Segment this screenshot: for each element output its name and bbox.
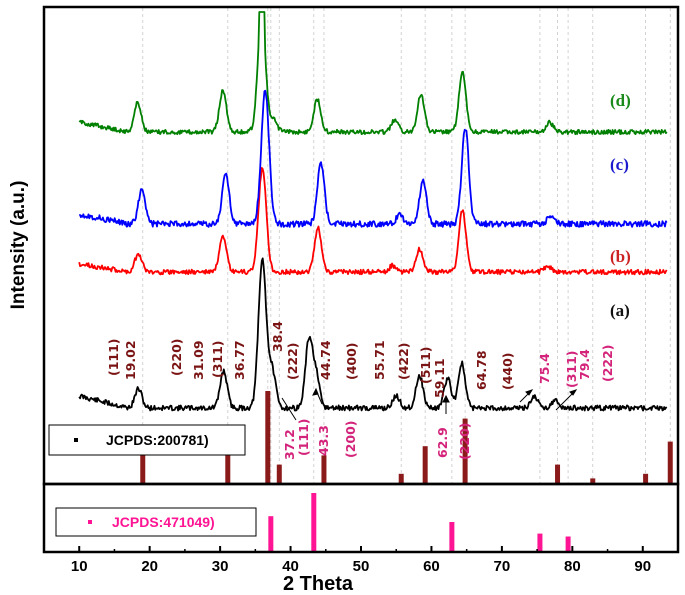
trace-c [79,89,668,228]
ref-upper-bar-5 [398,473,404,483]
x-axis-ticks: 10 20 30 40 50 60 70 80 90 [43,546,679,575]
x-tick-label-5: 60 [423,558,440,575]
trace-d [78,11,668,136]
ann-hkl-222-lower: (222) [600,344,615,382]
ann-val-38-4: 38.4 [270,321,285,352]
ann-val-44-74: 44.74 [318,340,333,380]
ann-val-62-9: 62.9 [435,427,450,458]
ref-lower-bar-0 [268,516,274,551]
ann-hkl-400-upper: (400) [344,342,359,380]
ref-upper-bar-11 [667,441,673,483]
x-tick-label-8: 90 [634,558,651,575]
ref-upper-bar-1 [225,432,231,483]
y-axis-title: Intensity (a.u.) [8,181,29,310]
ann-val-59-11: 59.11 [432,358,447,398]
ann-val-55-71: 55.71 [372,340,387,380]
x-tick-label-4: 50 [353,558,370,575]
reference-bars-lower [268,493,571,551]
ann-hkl-200-lower: (200) [343,420,358,458]
trace-label-c: (c) [610,155,629,174]
ann-val-79-4: 79.4 [577,349,592,380]
ref-lower-bar-4 [565,536,571,551]
ann-val-37-2: 37.2 [282,429,297,460]
ann-val-36-77: 36.77 [232,340,247,380]
reference-gridlines [142,8,671,483]
ann-val-19-02: 19.02 [123,340,138,380]
ann-val-43-3: 43.3 [316,425,331,456]
ann-hkl-311-upper: (311) [210,340,225,378]
x-tick-label-1: 20 [141,558,158,575]
ann-val-31-09: 31.09 [191,340,206,380]
ann-val-75-4: 75.4 [537,353,552,384]
trace-b [78,167,668,276]
legend-lower-marker [88,520,92,524]
ann-hkl-511-upper: (511) [418,346,433,384]
annotation-arrows [281,387,578,421]
ann-hkl-111-upper: (111) [106,338,121,376]
ref-lower-bar-2 [449,522,455,551]
x-tick-label-0: 10 [71,558,88,575]
ref-upper-bar-7 [462,418,468,483]
ann-hkl-422-upper: (422) [396,342,411,380]
x-tick-label-2: 30 [212,558,229,575]
upper-plot-frame [42,5,680,486]
ann-val-64-78: 64.78 [474,350,489,390]
ann-hkl-440-upper: (440) [500,352,515,390]
ann-hkl-220-lower: (220) [457,422,472,460]
legend-upper: JCPDS:200781) [48,424,246,456]
ref-upper-bar-3 [276,464,282,483]
ref-upper-bar-10 [643,473,649,483]
legend-upper-marker [74,438,78,442]
x-tick-label-6: 70 [494,558,511,575]
legend-lower-label: JCPDS:471049) [112,514,215,530]
ann-hkl-220-upper: (220) [169,338,184,376]
ref-upper-bar-2 [265,391,271,483]
legend-upper-label: JCPDS:200781) [106,432,209,448]
ref-lower-bar-1 [311,493,317,551]
trace-label-b: (b) [610,247,631,266]
ann-hkl-222-upper: (222) [285,342,300,380]
trace-label-a: (a) [610,301,630,320]
ref-upper-bar-8 [555,464,561,483]
reference-bars-upper [140,391,673,483]
ref-upper-bar-0 [140,455,146,483]
ref-lower-bar-3 [537,533,543,551]
trace-label-d: (d) [610,91,631,110]
ann-hkl-111-lower: (111) [296,418,311,456]
ann-hkl-311-lower: (311) [564,350,579,388]
legend-lower: JCPDS:471049) [55,507,257,537]
trace-a [78,257,668,412]
xrd-traces [78,11,668,412]
x-axis-title: 2 Theta [283,573,354,595]
x-tick-label-3: 40 [282,558,299,575]
x-tick-label-7: 80 [564,558,581,575]
ref-upper-bar-6 [422,446,428,483]
ref-upper-bar-9 [590,478,596,483]
ref-upper-bar-4 [321,455,327,483]
